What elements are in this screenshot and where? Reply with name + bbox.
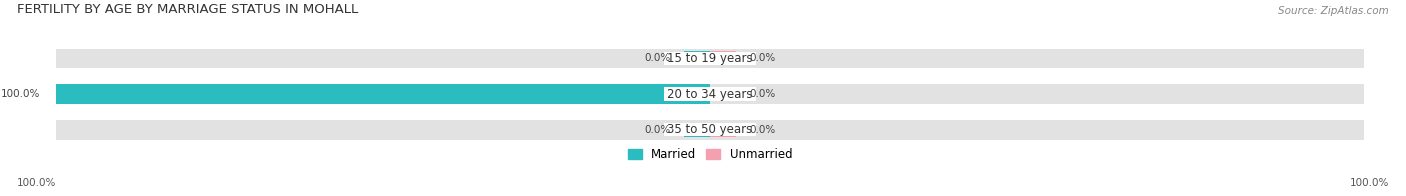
Text: 15 to 19 years: 15 to 19 years bbox=[668, 52, 752, 65]
Bar bbox=[710, 51, 737, 65]
Bar bbox=[664, 123, 756, 136]
Text: 100.0%: 100.0% bbox=[17, 178, 56, 188]
Bar bbox=[664, 87, 756, 101]
Bar bbox=[664, 52, 756, 65]
Text: 20 to 34 years: 20 to 34 years bbox=[668, 88, 752, 101]
Text: 0.0%: 0.0% bbox=[749, 54, 776, 64]
Text: 0.0%: 0.0% bbox=[749, 125, 776, 135]
Legend: Married, Unmarried: Married, Unmarried bbox=[627, 148, 793, 161]
Text: 0.0%: 0.0% bbox=[644, 54, 671, 64]
Bar bbox=[56, 84, 710, 104]
Text: FERTILITY BY AGE BY MARRIAGE STATUS IN MOHALL: FERTILITY BY AGE BY MARRIAGE STATUS IN M… bbox=[17, 3, 359, 16]
Text: 100.0%: 100.0% bbox=[1350, 178, 1389, 188]
Text: 0.0%: 0.0% bbox=[749, 89, 776, 99]
Text: 100.0%: 100.0% bbox=[0, 89, 39, 99]
Bar bbox=[710, 87, 737, 101]
Bar bbox=[683, 123, 710, 137]
Bar bbox=[56, 49, 1364, 68]
Bar bbox=[56, 120, 1364, 140]
Text: 35 to 50 years: 35 to 50 years bbox=[668, 123, 752, 136]
Text: Source: ZipAtlas.com: Source: ZipAtlas.com bbox=[1278, 6, 1389, 16]
Text: 0.0%: 0.0% bbox=[644, 125, 671, 135]
Bar bbox=[56, 84, 1364, 104]
Bar bbox=[683, 87, 710, 101]
Bar bbox=[683, 51, 710, 65]
Bar bbox=[710, 123, 737, 137]
